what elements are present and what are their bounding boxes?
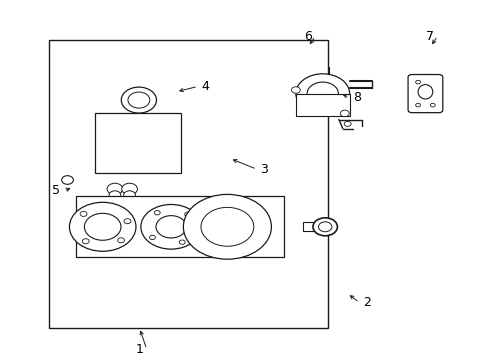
Text: 6: 6 — [304, 30, 311, 42]
Circle shape — [312, 218, 337, 236]
Circle shape — [122, 183, 137, 195]
Circle shape — [123, 191, 135, 199]
Circle shape — [429, 103, 434, 107]
Ellipse shape — [417, 85, 432, 99]
Circle shape — [183, 194, 271, 259]
Bar — [76, 196, 283, 257]
Circle shape — [69, 202, 136, 251]
Circle shape — [184, 212, 190, 216]
Text: 7: 7 — [426, 30, 433, 42]
Circle shape — [340, 110, 348, 117]
Circle shape — [107, 183, 122, 195]
Text: 5: 5 — [52, 184, 60, 197]
Circle shape — [118, 238, 124, 243]
Circle shape — [109, 191, 121, 199]
Circle shape — [82, 239, 89, 244]
Text: 3: 3 — [260, 163, 267, 176]
Circle shape — [156, 216, 186, 238]
Circle shape — [306, 82, 338, 105]
Circle shape — [80, 211, 87, 216]
Text: 8: 8 — [352, 91, 360, 104]
Circle shape — [141, 204, 201, 249]
Circle shape — [179, 240, 185, 244]
Circle shape — [318, 222, 331, 232]
Circle shape — [149, 235, 155, 240]
Circle shape — [344, 121, 350, 126]
Circle shape — [154, 211, 160, 215]
Bar — [49, 40, 327, 328]
Bar — [303, 222, 315, 231]
Circle shape — [61, 176, 73, 184]
Bar — [295, 94, 349, 116]
Bar — [95, 113, 181, 173]
Text: 1: 1 — [135, 343, 143, 356]
Circle shape — [201, 207, 253, 246]
Circle shape — [124, 219, 131, 224]
Circle shape — [291, 87, 300, 93]
Circle shape — [121, 87, 156, 113]
Circle shape — [295, 74, 349, 113]
Text: 4: 4 — [201, 80, 209, 93]
Circle shape — [84, 213, 121, 240]
FancyBboxPatch shape — [407, 75, 442, 113]
Circle shape — [415, 103, 420, 107]
Circle shape — [128, 92, 149, 108]
Circle shape — [415, 80, 420, 84]
Text: 2: 2 — [362, 296, 370, 309]
